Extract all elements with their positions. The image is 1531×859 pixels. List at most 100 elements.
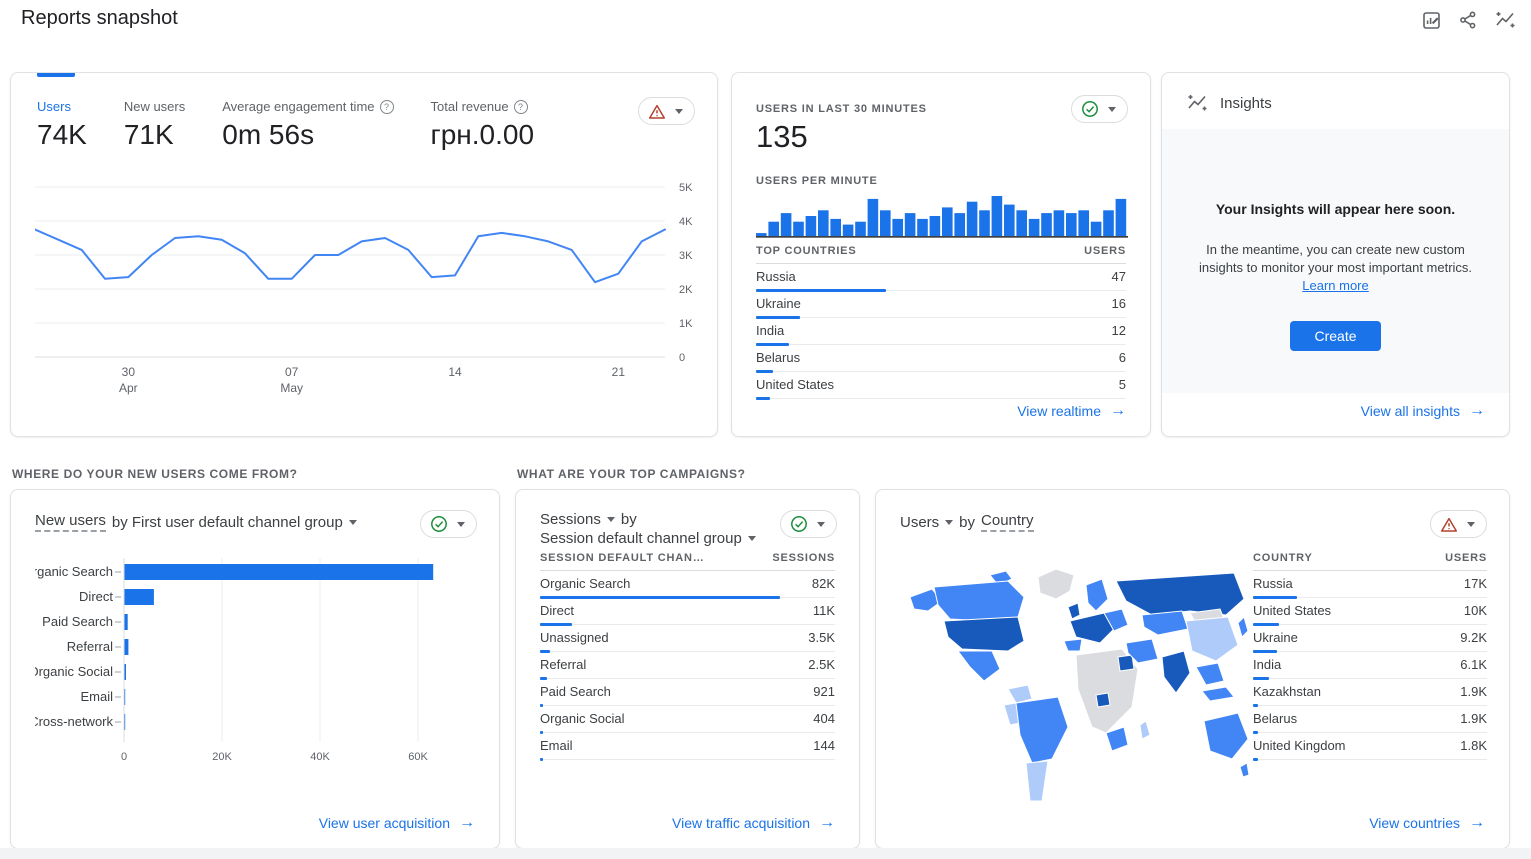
- metric-value: 71K: [123, 119, 174, 150]
- column-header: SESSIONS: [772, 552, 835, 564]
- table-row: Organic Search 82K: [540, 571, 835, 599]
- arrow-right-icon: →: [1469, 402, 1485, 419]
- table-row: Direct 11K: [540, 598, 835, 626]
- create-insight-button[interactable]: Create: [1290, 321, 1381, 351]
- svg-text:60K: 60K: [408, 751, 428, 763]
- metric-tab-new-users[interactable]: New users 71K: [124, 99, 185, 151]
- row-value: 9.2K: [1460, 630, 1487, 645]
- header-actions: [1419, 8, 1517, 32]
- metric-value: 0m 56s: [222, 119, 315, 150]
- metric-tabs: Users 74K New users 71K Average engageme…: [37, 99, 534, 151]
- new-users-bar-chart: 0 20K 40K 60K Organic Search Direct Paid Searc…: [35, 558, 434, 763]
- warning-icon: [648, 104, 666, 119]
- data-quality-dropdown[interactable]: [638, 97, 695, 125]
- row-bar: [540, 650, 551, 653]
- svg-text:0: 0: [121, 751, 127, 763]
- dimension-selector[interactable]: Country: [981, 512, 1034, 532]
- row-value: 3.5K: [808, 630, 835, 645]
- column-header: COUNTRY: [1253, 552, 1313, 564]
- chevron-down-icon: [457, 521, 465, 527]
- customize-report-icon[interactable]: [1419, 8, 1443, 32]
- countries-table: COUNTRY USERS Russia 17K United States 10K U…: [1253, 552, 1487, 761]
- row-bar: [540, 704, 543, 707]
- view-all-insights-link[interactable]: View all insights →: [1360, 402, 1485, 419]
- data-quality-dropdown[interactable]: [1071, 95, 1128, 123]
- column-header: USERS: [1445, 552, 1487, 564]
- view-user-acquisition-link[interactable]: View user acquisition →: [318, 814, 475, 831]
- row-label: Belarus: [756, 350, 801, 365]
- realtime-card: USERS IN LAST 30 MINUTES 135 USERS PER M…: [731, 72, 1151, 437]
- arrow-right-icon: →: [819, 814, 835, 831]
- svg-text:1K: 1K: [679, 318, 693, 330]
- svg-text:Direct: Direct: [79, 589, 113, 604]
- realtime-users-value: 135: [756, 119, 808, 154]
- ok-check-icon: [431, 516, 447, 532]
- svg-text:Paid Search: Paid Search: [42, 614, 113, 629]
- help-icon[interactable]: ?: [379, 99, 394, 114]
- row-value: 16: [1111, 296, 1126, 311]
- metric-tab-avg-engagement-time[interactable]: Average engagement time? 0m 56s: [222, 99, 394, 151]
- insights-icon[interactable]: [1493, 8, 1517, 32]
- table-row: United States 10K: [1253, 598, 1487, 626]
- row-label: Referral: [540, 657, 587, 672]
- insights-card-title: Insights: [1220, 94, 1272, 112]
- view-traffic-acquisition-link[interactable]: View traffic acquisition →: [672, 814, 835, 831]
- metric-label: New users: [123, 99, 186, 114]
- svg-text:07: 07: [285, 365, 299, 379]
- table-row: Organic Social 404: [540, 706, 835, 734]
- row-value: 47: [1111, 269, 1126, 284]
- metric-selector[interactable]: Sessions: [540, 511, 615, 528]
- dimension-selector[interactable]: Session default channel group: [540, 530, 756, 547]
- row-label: India: [756, 323, 785, 338]
- dimension-selector[interactable]: by First user default channel group: [112, 514, 357, 531]
- metric-tab-users[interactable]: Users 74K: [37, 99, 87, 151]
- chevron-down-icon: [1108, 106, 1116, 112]
- table-row: United Kingdom 1.8K: [1253, 733, 1487, 761]
- svg-text:Referral: Referral: [67, 639, 113, 654]
- active-tab-indicator: [37, 73, 75, 77]
- row-bar: [1253, 758, 1258, 761]
- share-icon[interactable]: [1456, 8, 1480, 32]
- realtime-title: USERS IN LAST 30 MINUTES: [756, 103, 927, 115]
- row-bar: [756, 343, 790, 346]
- svg-text:3K: 3K: [679, 250, 693, 262]
- row-label: United Kingdom: [1253, 738, 1346, 753]
- row-bar: [1253, 731, 1258, 734]
- metric-selector[interactable]: New users: [35, 512, 106, 532]
- svg-text:Apr: Apr: [119, 381, 138, 395]
- table-row: Belarus 6: [756, 345, 1126, 373]
- table-row: United States 5: [756, 372, 1126, 400]
- help-icon[interactable]: ?: [513, 99, 528, 114]
- metric-tab-total-revenue[interactable]: Total revenue? грн.0.00: [431, 99, 535, 151]
- row-bar: [1253, 650, 1277, 653]
- chevron-down-icon: [945, 519, 954, 525]
- metric-selector[interactable]: Users: [900, 514, 954, 531]
- svg-text:5K: 5K: [679, 182, 693, 194]
- insights-empty-state: Your Insights will appear here soon. In …: [1162, 129, 1509, 393]
- column-header: USERS: [1084, 245, 1126, 257]
- snapshot-card: Users 74K New users 71K Average engageme…: [10, 72, 718, 437]
- ok-check-icon: [791, 516, 807, 532]
- row-value: 6.1K: [1460, 657, 1487, 672]
- table-row: Belarus 1.9K: [1253, 706, 1487, 734]
- data-quality-dropdown[interactable]: [420, 510, 477, 538]
- row-bar: [1253, 596, 1297, 599]
- data-quality-dropdown[interactable]: [780, 510, 837, 538]
- chevron-down-icon: [747, 536, 756, 541]
- svg-text:Organic Search: Organic Search: [35, 564, 113, 579]
- data-quality-dropdown[interactable]: [1430, 510, 1487, 538]
- users-line-chart: 0 1K 2K 3K 4K 5K 30 Apr 07 May 14 21: [35, 182, 693, 395]
- users-per-minute-bars: [756, 196, 1128, 238]
- svg-text:4K: 4K: [679, 216, 693, 228]
- row-bar: [756, 370, 773, 373]
- view-countries-link[interactable]: View countries →: [1369, 814, 1485, 831]
- row-label: Ukraine: [1253, 630, 1298, 645]
- page-title: Reports snapshot: [21, 7, 178, 29]
- learn-more-link[interactable]: Learn more: [1302, 278, 1369, 293]
- row-value: 404: [813, 711, 835, 726]
- view-realtime-link[interactable]: View realtime →: [1017, 402, 1126, 419]
- insights-headline: Your Insights will appear here soon.: [1215, 201, 1456, 217]
- by-label: by: [959, 513, 976, 531]
- section-title-campaigns: WHAT ARE YOUR TOP CAMPAIGNS?: [517, 467, 746, 481]
- arrow-right-icon: →: [1110, 402, 1126, 419]
